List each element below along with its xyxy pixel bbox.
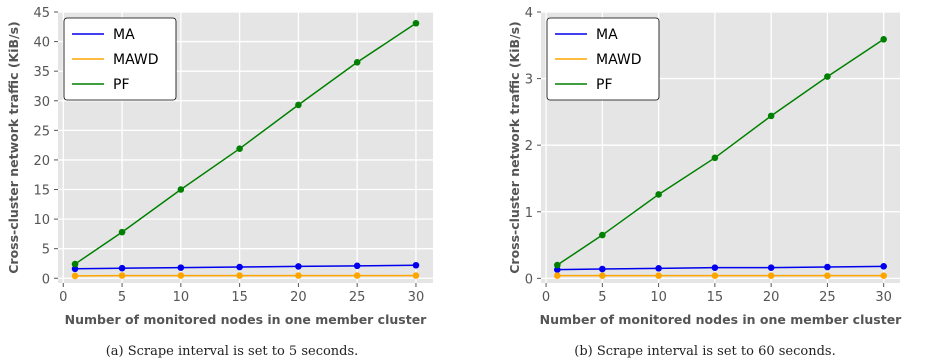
x-tick-label: 15 xyxy=(231,290,248,305)
x-axis-label: Number of monitored nodes in one member … xyxy=(540,312,903,327)
y-tick-label: 5 xyxy=(42,243,50,258)
y-tick-label: 0 xyxy=(42,272,50,287)
y-tick-label: 45 xyxy=(33,6,50,21)
data-point-mawd xyxy=(177,272,185,279)
data-point-mawd xyxy=(295,272,302,279)
data-point-ma xyxy=(353,262,361,270)
data-point-mawd xyxy=(236,272,243,279)
data-point-ma xyxy=(880,263,887,270)
y-axis-label: Cross-cluster network traffic (KiB/s) xyxy=(507,21,522,274)
data-point-mawd xyxy=(655,272,662,279)
x-tick-label: 30 xyxy=(408,290,425,305)
series-layer xyxy=(71,19,420,280)
data-point-pf xyxy=(767,112,775,120)
x-tick-label: 15 xyxy=(707,290,724,305)
y-tick-label: 20 xyxy=(33,154,50,169)
data-point-ma xyxy=(118,264,126,272)
data-point-ma xyxy=(71,265,79,273)
data-point-pf xyxy=(295,101,302,109)
chart-panel-a: 0 5 10 15 20 25 30 0 5 10 15 20 25 30 35 40 45 Cross-clu… xyxy=(6,6,433,359)
x-tick-label: 20 xyxy=(290,290,307,305)
x-tick-label: 25 xyxy=(349,290,366,305)
tick-labels: 0 5 10 15 20 25 30 0 1 2 3 4 xyxy=(525,6,892,305)
data-point-mawd xyxy=(554,272,561,279)
legend-label: PF xyxy=(113,77,130,93)
series-layer xyxy=(554,35,887,279)
y-tick-label: 25 xyxy=(33,124,50,139)
data-point-ma xyxy=(767,264,775,271)
legend-label: MAWD xyxy=(113,52,159,68)
chart-panel-b: 0 5 10 15 20 25 30 0 1 2 3 4 Cross-cluster network … xyxy=(507,6,902,359)
x-tick-label: 5 xyxy=(118,290,126,305)
data-point-mawd xyxy=(118,272,126,279)
x-tick-label: 0 xyxy=(542,290,550,305)
data-point-pf xyxy=(880,35,887,43)
tick-labels: 0 5 10 15 20 25 30 0 5 10 15 20 25 30 35 40 45 xyxy=(33,6,424,305)
legend: MA MAWD PF xyxy=(546,17,660,101)
data-point-mawd xyxy=(353,272,361,279)
y-tick-label: 10 xyxy=(33,213,50,228)
legend: MA MAWD PF xyxy=(63,17,177,101)
figure-caption: (a) Scrape interval is set to 5 seconds. xyxy=(106,344,359,359)
y-tick-label: 2 xyxy=(525,139,533,154)
legend-label: MA xyxy=(596,27,618,43)
data-point-pf xyxy=(711,154,719,162)
data-point-pf xyxy=(236,145,243,152)
data-point-mawd xyxy=(71,272,79,280)
data-point-pf xyxy=(412,19,420,27)
legend-box xyxy=(546,17,660,101)
data-point-mawd xyxy=(412,272,420,279)
legend-label: MA xyxy=(113,27,135,43)
y-axis-label: Cross-cluster network traffic (KiB/s) xyxy=(6,21,21,274)
data-point-ma xyxy=(412,261,420,269)
data-point-ma xyxy=(177,264,185,271)
x-tick-label: 30 xyxy=(875,290,892,305)
data-point-pf xyxy=(554,261,561,269)
y-tick-label: 0 xyxy=(525,272,533,287)
data-point-ma xyxy=(599,265,606,273)
y-tick-label: 40 xyxy=(33,36,50,51)
data-point-pf xyxy=(71,260,79,268)
legend-label: MAWD xyxy=(596,52,642,68)
y-tick-label: 3 xyxy=(525,73,533,88)
legend-label: PF xyxy=(596,77,613,93)
y-tick-label: 30 xyxy=(33,95,50,110)
data-point-mawd xyxy=(599,272,606,279)
data-point-pf xyxy=(353,58,361,66)
y-tick-label: 1 xyxy=(525,206,533,221)
data-point-pf xyxy=(599,231,606,239)
data-point-pf xyxy=(655,191,662,198)
x-tick-label: 5 xyxy=(598,290,606,305)
data-point-mawd xyxy=(767,272,775,279)
data-point-ma xyxy=(824,263,831,271)
x-tick-label: 0 xyxy=(59,290,67,305)
y-tick-label: 35 xyxy=(33,65,50,80)
x-tick-label: 10 xyxy=(173,290,190,305)
data-point-ma xyxy=(236,263,243,271)
data-point-ma xyxy=(655,265,662,272)
data-point-ma xyxy=(554,266,561,273)
x-tick-label: 20 xyxy=(763,290,780,305)
y-tick-label: 15 xyxy=(33,184,50,199)
x-tick-label: 10 xyxy=(650,290,667,305)
legend-box xyxy=(63,17,177,101)
data-point-pf xyxy=(118,228,126,236)
data-point-pf xyxy=(824,73,831,80)
data-point-ma xyxy=(295,263,302,270)
data-point-mawd xyxy=(824,272,831,279)
data-point-mawd xyxy=(880,272,887,279)
data-point-mawd xyxy=(711,272,719,279)
y-tick-label: 4 xyxy=(525,6,533,21)
x-tick-label: 25 xyxy=(819,290,836,305)
figure-caption: (b) Scrape interval is set to 60 seconds… xyxy=(574,344,835,359)
data-point-ma xyxy=(711,264,719,271)
data-point-pf xyxy=(177,186,185,193)
x-axis-label: Number of monitored nodes in one member … xyxy=(65,312,428,327)
